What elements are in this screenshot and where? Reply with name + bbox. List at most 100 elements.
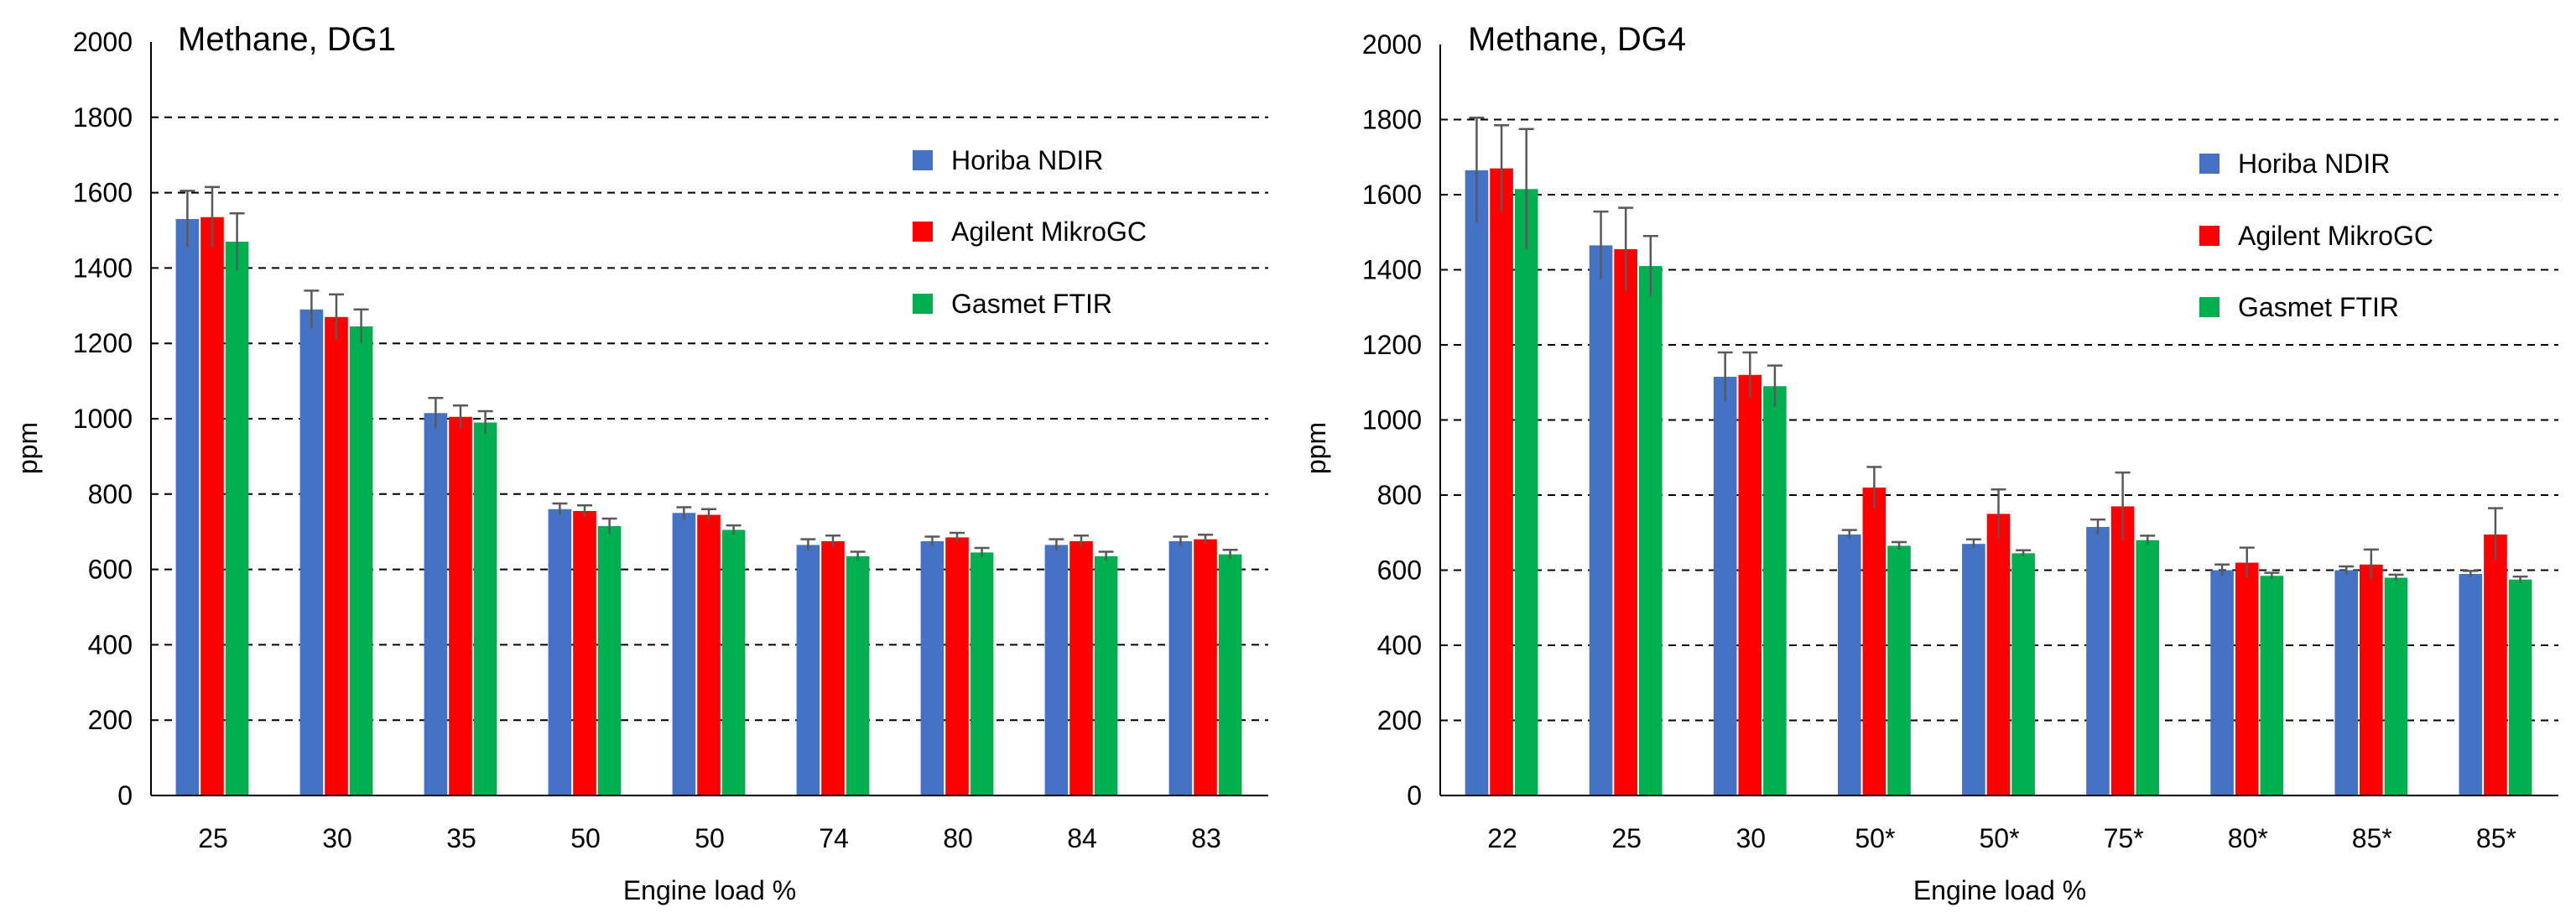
bar-horiba-ndir (2086, 527, 2110, 795)
bar-horiba-ndir (2210, 570, 2234, 795)
bar-agilent-mikrogc (573, 511, 596, 795)
y-tick-label: 600 (1377, 555, 1422, 586)
bar-gasmet-ftir (2384, 577, 2408, 795)
y-tick-label: 1400 (1362, 255, 1422, 285)
bar-gasmet-ftir (721, 529, 746, 795)
bar-gasmet-ftir (1763, 386, 1787, 795)
y-tick-label: 200 (88, 705, 133, 735)
x-tick-label: 75* (2104, 823, 2144, 853)
y-tick-label: 2000 (1362, 29, 1422, 60)
bar-horiba-ndir (1465, 170, 1489, 796)
bar-gasmet-ftir (1514, 189, 1538, 796)
bar-horiba-ndir (796, 545, 820, 795)
bar-horiba-ndir (548, 509, 572, 795)
bar-gasmet-ftir (349, 326, 373, 795)
y-tick-label: 800 (88, 479, 133, 509)
legend-label: Agilent MikroGC (951, 216, 1147, 247)
legend-swatch (913, 150, 933, 170)
bar-horiba-ndir (1168, 540, 1193, 795)
bar-agilent-mikrogc (1194, 539, 1217, 795)
x-tick-label: 30 (1736, 823, 1766, 853)
bar-agilent-mikrogc (945, 537, 969, 795)
y-tick-label: 1600 (1362, 180, 1422, 210)
bar-gasmet-ftir (970, 552, 994, 795)
x-tick-label: 50* (1855, 823, 1895, 853)
legend-background (2192, 217, 2452, 256)
chart-title: Methane, DG4 (1468, 21, 1686, 58)
legend-label: Gasmet FTIR (2238, 292, 2399, 322)
y-tick-label: 1400 (73, 253, 133, 283)
y-tick-label: 400 (1377, 630, 1422, 660)
legend-swatch (2199, 154, 2220, 174)
y-tick-label: 200 (1377, 706, 1422, 736)
legend-background (905, 285, 1165, 324)
legend-background (2192, 145, 2452, 184)
bar-gasmet-ftir (473, 422, 497, 795)
bar-agilent-mikrogc (697, 514, 721, 795)
bar-agilent-mikrogc (1738, 374, 1762, 795)
bar-gasmet-ftir (2136, 540, 2160, 795)
y-axis-label: ppm (13, 422, 43, 474)
x-tick-label: 84 (1067, 823, 1097, 853)
legend-label: Horiba NDIR (951, 145, 1103, 175)
x-tick-label: 25 (198, 823, 228, 853)
bar-agilent-mikrogc (325, 316, 348, 795)
bar-horiba-ndir (920, 540, 945, 795)
bar-gasmet-ftir (2508, 579, 2532, 795)
bar-gasmet-ftir (2260, 576, 2284, 795)
x-tick-label: 85* (2476, 823, 2516, 853)
bar-horiba-ndir (299, 309, 324, 795)
legend-swatch (2199, 297, 2220, 317)
x-tick-label: 25 (1611, 823, 1642, 853)
x-tick-label: 22 (1487, 823, 1517, 853)
x-tick-label: 35 (446, 823, 476, 853)
bar-agilent-mikrogc (2360, 564, 2383, 795)
y-axis-label: ppm (1301, 422, 1331, 474)
bar-agilent-mikrogc (821, 540, 845, 795)
x-tick-label: 80* (2228, 823, 2268, 853)
bar-horiba-ndir (175, 219, 200, 795)
bar-agilent-mikrogc (1490, 168, 1513, 796)
chart-dg1: Methane, DG1 ppm Engine load % 0 200 400 60… (13, 21, 1268, 905)
y-tick-label: 0 (1407, 780, 1422, 811)
legend-swatch (913, 294, 933, 314)
bar-horiba-ndir (2459, 573, 2483, 795)
legend-label: Horiba NDIR (2238, 149, 2390, 179)
bar-gasmet-ftir (1887, 545, 1911, 795)
bar-agilent-mikrogc (1614, 248, 1637, 795)
x-tick-label: 30 (322, 823, 352, 853)
bar-agilent-mikrogc (1862, 488, 1886, 795)
legend-background (905, 142, 1165, 180)
bar-gasmet-ftir (846, 555, 870, 795)
legend-swatch (913, 222, 933, 242)
bar-horiba-ndir (1837, 534, 1861, 795)
y-tick-label: 1200 (1362, 330, 1422, 360)
x-axis-label: Engine load % (623, 875, 796, 905)
chart-dg4: Methane, DG4 ppm Engine load % 0 200 400 60… (1301, 21, 2558, 905)
bar-gasmet-ftir (1218, 554, 1242, 795)
bar-agilent-mikrogc (2110, 506, 2135, 795)
bar-horiba-ndir (672, 513, 696, 795)
y-tick-label: 1000 (73, 404, 133, 434)
legend-background (905, 213, 1165, 252)
bar-gasmet-ftir (1094, 555, 1118, 795)
bar-agilent-mikrogc (1069, 540, 1093, 795)
bar-horiba-ndir (1962, 544, 1985, 795)
legend-background (2192, 289, 2452, 327)
bar-horiba-ndir (424, 413, 448, 795)
y-tick-label: 800 (1377, 480, 1422, 510)
x-tick-label: 74 (819, 823, 849, 853)
y-tick-label: 600 (88, 555, 133, 585)
x-tick-label: 50* (1979, 823, 2019, 853)
x-tick-label: 50 (570, 823, 601, 853)
y-tick-label: 0 (117, 780, 133, 811)
legend-label: Agilent MikroGC (2238, 221, 2433, 251)
bar-horiba-ndir (1044, 545, 1069, 795)
bar-gasmet-ftir (225, 241, 249, 796)
legend-label: Gasmet FTIR (951, 289, 1112, 319)
bar-agilent-mikrogc (449, 416, 472, 795)
y-tick-label: 1200 (73, 328, 133, 358)
x-tick-label: 83 (1191, 823, 1221, 853)
bar-horiba-ndir (1713, 377, 1737, 795)
